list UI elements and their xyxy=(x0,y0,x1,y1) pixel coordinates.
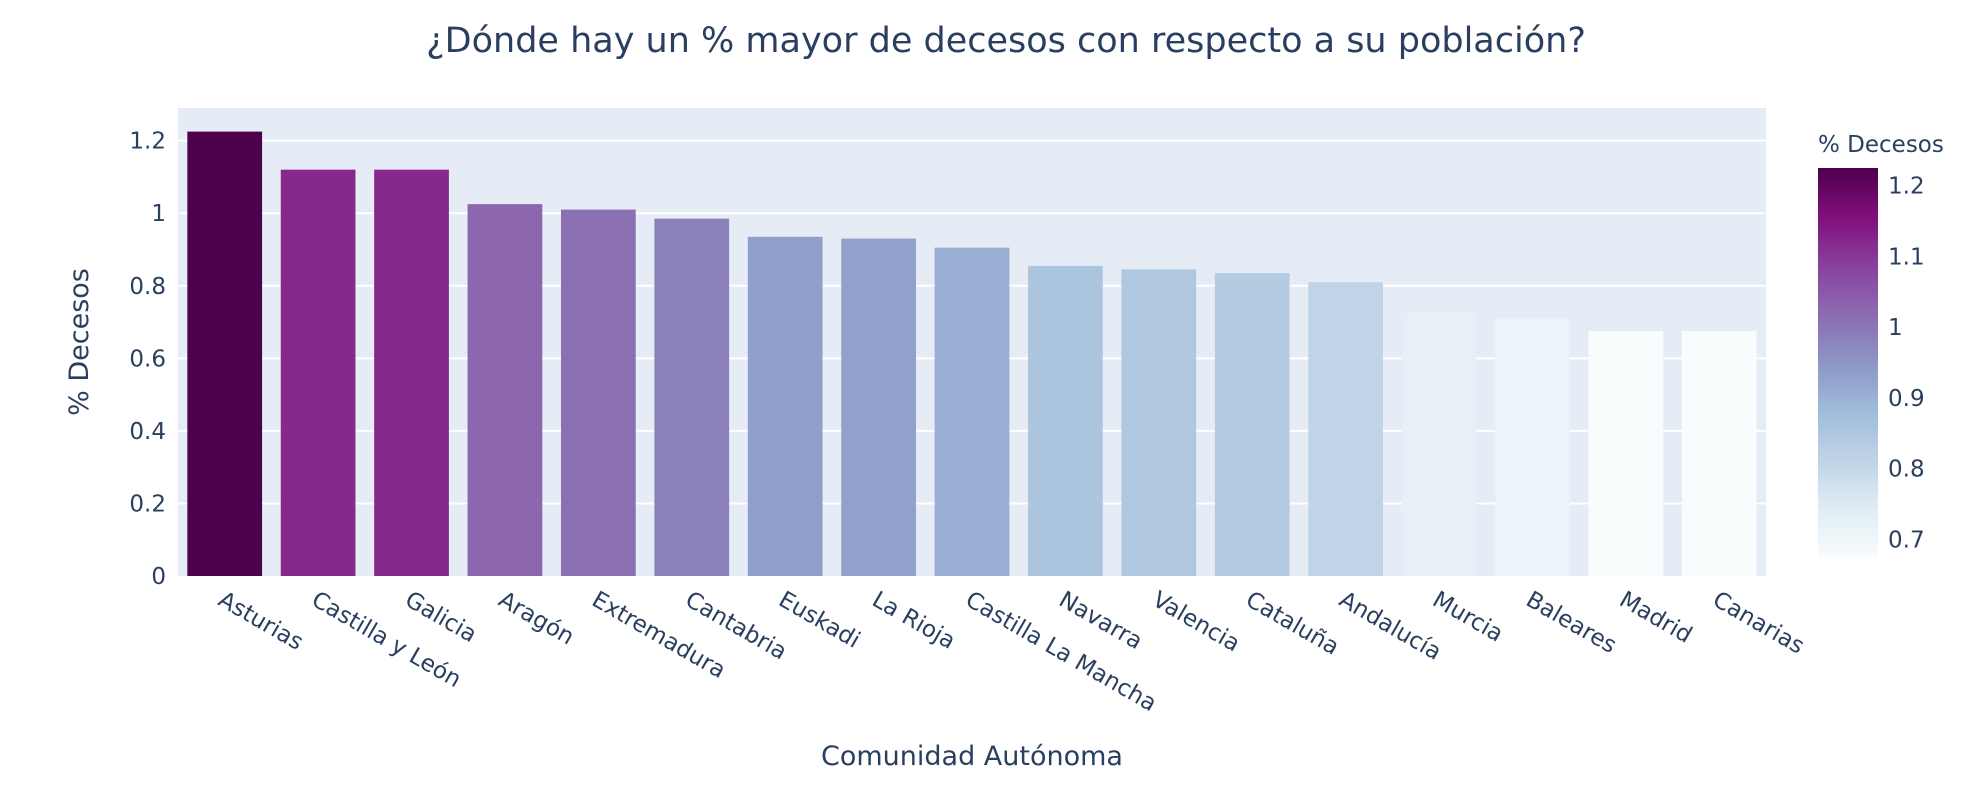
colorbar-tick-label: 0.8 xyxy=(1888,457,1925,483)
colorbar-tick-label: 1.2 xyxy=(1888,174,1925,200)
x-tick-label: Murcia xyxy=(1428,587,1507,648)
bar xyxy=(1495,318,1570,576)
colorbar-scale xyxy=(1818,168,1878,557)
bar xyxy=(1028,265,1103,576)
colorbar: % Decesos 0.7 0.8 0.9 1 1.1 1.2 xyxy=(1818,132,1944,557)
x-tick-label: Andalucía xyxy=(1335,587,1446,666)
bar xyxy=(1681,331,1757,576)
y-axis-title: % Decesos xyxy=(64,268,95,416)
bar xyxy=(374,169,449,576)
bar xyxy=(1121,269,1197,576)
x-tick-label: Madrid xyxy=(1615,587,1696,649)
bar xyxy=(934,247,1010,576)
bar xyxy=(1214,273,1290,576)
y-tick-label: 0.8 xyxy=(129,274,166,300)
x-tick-label: La Rioja xyxy=(868,587,960,655)
colorbar-tick-label: 0.7 xyxy=(1888,527,1925,553)
y-axis-ticks: 0 0.2 0.4 0.6 0.8 1 1.2 xyxy=(129,129,166,590)
bar xyxy=(467,204,543,577)
x-axis-title: Comunidad Autónoma xyxy=(821,741,1123,772)
x-tick-label: Cataluña xyxy=(1241,587,1343,661)
bar xyxy=(841,238,916,576)
y-tick-label: 0 xyxy=(151,564,166,590)
x-tick-label: Canarias xyxy=(1708,587,1808,660)
y-tick-label: 0.4 xyxy=(129,419,166,445)
bar xyxy=(1588,331,1664,576)
colorbar-ticks: 0.7 0.8 0.9 1 1.1 1.2 xyxy=(1888,174,1925,554)
colorbar-tick-label: 0.9 xyxy=(1888,386,1925,412)
bar xyxy=(560,209,636,576)
x-tick-label: Asturias xyxy=(214,587,308,656)
colorbar-title: % Decesos xyxy=(1818,132,1944,158)
bar xyxy=(1401,312,1477,576)
colorbar-tick-label: 1.1 xyxy=(1888,244,1925,270)
bar xyxy=(187,131,263,576)
y-tick-label: 0.2 xyxy=(129,491,166,517)
chart-title: ¿Dónde hay un % mayor de decesos con res… xyxy=(426,21,1586,61)
bar xyxy=(747,236,823,576)
x-tick-label: Galicia xyxy=(401,587,481,648)
bar xyxy=(280,169,356,576)
colorbar-tick-label: 1 xyxy=(1888,315,1903,341)
y-tick-label: 1 xyxy=(151,201,166,227)
bar xyxy=(654,218,730,576)
bar xyxy=(1308,282,1384,576)
bars xyxy=(187,131,1757,577)
y-tick-label: 1.2 xyxy=(129,129,166,155)
x-tick-label: Baleares xyxy=(1521,587,1620,659)
x-tick-label: Aragón xyxy=(494,587,578,651)
x-tick-label: Valencia xyxy=(1148,587,1244,658)
y-tick-label: 0.6 xyxy=(129,346,166,372)
